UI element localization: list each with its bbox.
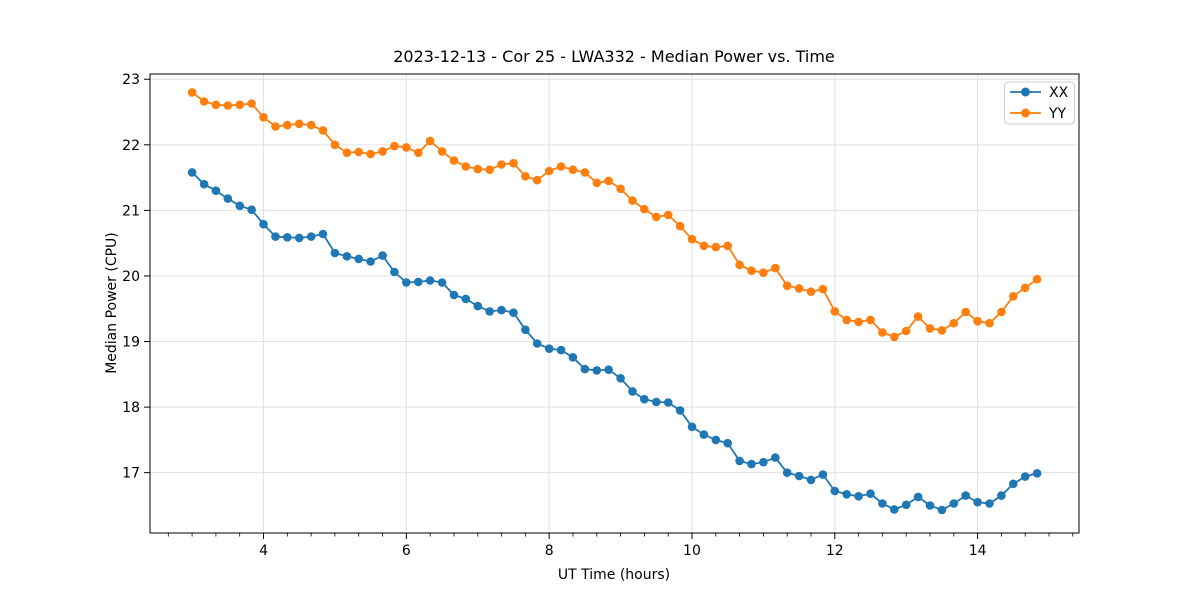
series-yy — [187, 88, 1042, 342]
x-axis-label: UT Time (hours) — [558, 567, 670, 583]
y-axis-ticks: 17 18 19 20 21 22 23 — [122, 72, 150, 482]
svg-text:4: 4 — [259, 543, 268, 559]
x-axis-ticks: 4 6 8 10 12 14 — [167, 533, 1074, 559]
axes-frame — [149, 73, 1080, 534]
svg-text:19: 19 — [122, 335, 140, 351]
svg-text:17: 17 — [122, 466, 140, 482]
legend: XX YY — [1004, 81, 1075, 125]
plot-title: 2023-12-13 - Cor 25 - LWA332 - Median Po… — [393, 47, 835, 66]
y-axis-label: Median Power (CPU) — [104, 232, 120, 374]
svg-text:12: 12 — [826, 543, 844, 559]
svg-text:20: 20 — [122, 269, 140, 285]
legend-marker-yy — [1021, 108, 1030, 118]
svg-text:21: 21 — [122, 203, 140, 219]
svg-text:6: 6 — [402, 543, 411, 559]
legend-label-yy: YY — [1048, 106, 1067, 122]
svg-text:8: 8 — [545, 543, 554, 559]
series-xx — [187, 168, 1042, 515]
svg-text:10: 10 — [683, 543, 701, 559]
grid-lines — [150, 74, 1079, 533]
legend-label-xx: XX — [1049, 85, 1069, 101]
svg-text:18: 18 — [122, 400, 140, 416]
svg-text:14: 14 — [969, 543, 987, 559]
svg-text:23: 23 — [122, 72, 140, 88]
legend-marker-xx — [1021, 87, 1030, 97]
svg-text:22: 22 — [122, 138, 140, 154]
